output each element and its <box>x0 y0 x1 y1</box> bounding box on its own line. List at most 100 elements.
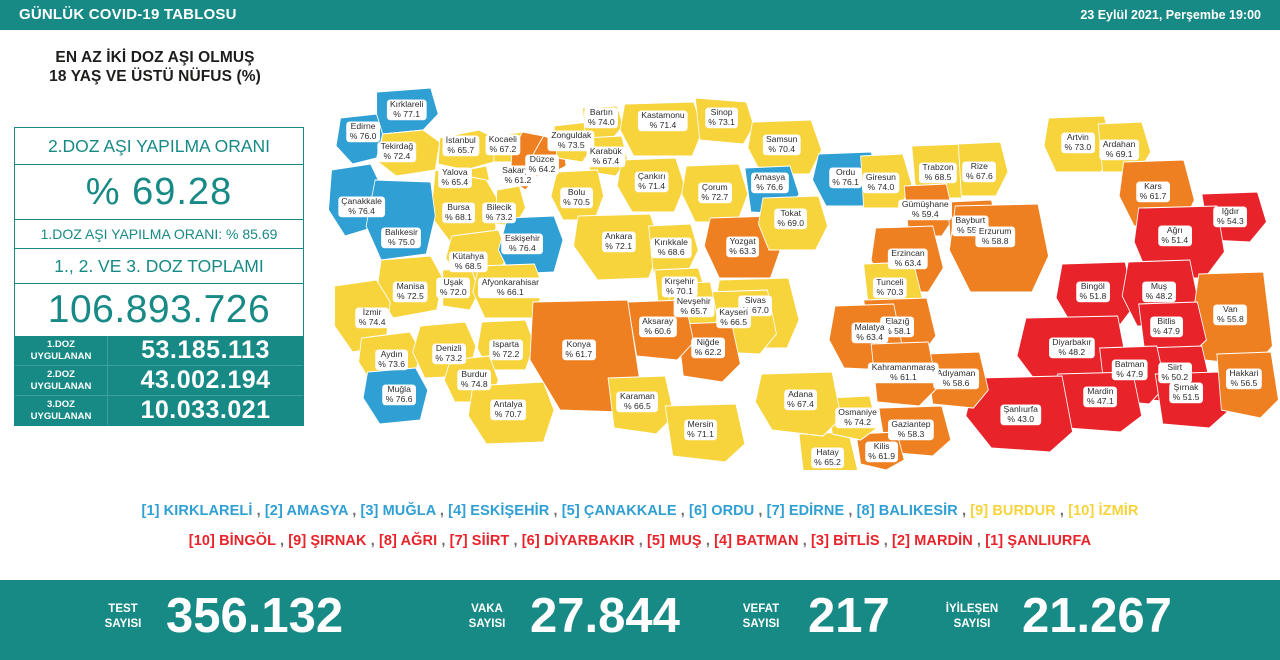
rank-province-bi̇tli̇s[interactable]: BİTLİS <box>833 533 880 549</box>
rank-province-i̇zmi̇r[interactable]: İZMİR <box>1098 503 1139 519</box>
province-label-bitlis: Bitlis% 47.9 <box>1150 315 1183 338</box>
province-value: % 70.3 <box>876 286 904 297</box>
rank-province-si̇i̇rt[interactable]: SİİRT <box>471 533 510 549</box>
province-value: % 72.7 <box>701 191 729 202</box>
province-label-konya: Konya% 61.7 <box>562 339 596 361</box>
province-name: Uşak <box>443 276 464 287</box>
rank-province-çanakkale[interactable]: ÇANAKKALE <box>583 503 677 519</box>
province-name: İzmir <box>362 306 382 317</box>
rank-number: [10] <box>1068 503 1099 519</box>
rank-province-bi̇ngöl[interactable]: BİNGÖL <box>219 533 276 549</box>
province-value: % 76.1 <box>832 176 859 187</box>
province-label-giresun: Giresun% 74.0 <box>862 172 899 194</box>
province-value: % 61.7 <box>565 348 593 359</box>
province-name: Sinop <box>710 106 733 117</box>
rank-province-şanliurfa[interactable]: ŞANLIURFA <box>1007 533 1092 549</box>
rank-province-muğla[interactable]: MUĞLA <box>382 503 436 519</box>
rank-province-eski̇şehi̇r[interactable]: ESKİŞEHİR <box>470 503 550 519</box>
province-value: % 74.8 <box>460 378 488 389</box>
province-name: Kilis <box>873 440 890 451</box>
province-name: Aksaray <box>642 315 674 326</box>
province-name: Karabük <box>589 145 622 156</box>
rank-province-kirklareli̇[interactable]: KIRKLARELİ <box>163 503 253 519</box>
rank-number: [5] <box>647 533 670 549</box>
province-name: Rize <box>970 160 988 171</box>
rank-province-amasya[interactable]: AMASYA <box>286 503 349 519</box>
province-label-muş: Muş% 48.2 <box>1142 281 1176 303</box>
panel-heading-line1: EN AZ İKİ DOZ AŞI OLMUŞ <box>55 49 255 66</box>
province-name: Bitlis <box>1157 315 1176 326</box>
province-label-uşak: Uşak% 72.0 <box>436 276 470 299</box>
rank-province-ağri[interactable]: AĞRI <box>400 533 438 549</box>
rank-province-di̇yarbakir[interactable]: DİYARBAKIR <box>543 533 635 549</box>
province-name: Denizli <box>435 342 462 353</box>
rank-province-şirnak[interactable]: ŞIRNAK <box>310 533 367 549</box>
province-label-niğde: Niğde% 62.2 <box>691 337 725 359</box>
dose-value-3: 10.033.021 <box>140 396 271 424</box>
province-label-nevşehir: Nevşehir% 65.7 <box>673 296 714 318</box>
rank-number: [6] <box>689 503 712 519</box>
province-name: Elazığ <box>885 315 910 326</box>
rank-separator: , <box>348 503 361 519</box>
province-value: % 61.7 <box>1139 190 1167 201</box>
stat-death-label: VEFAT SAYISI <box>726 602 796 632</box>
province-label-kastamonu: Kastamonu% 71.4 <box>638 110 688 132</box>
province-value: % 58.1 <box>884 325 911 336</box>
province-name: Mardin <box>1087 385 1114 396</box>
province-label-antalya: Antalya% 70.7 <box>490 399 526 421</box>
province-name: İstanbul <box>445 134 476 145</box>
province-label-malatya: Malatya% 63.4 <box>851 322 888 344</box>
province-label-isparta: Isparta% 72.2 <box>489 339 523 361</box>
province-value: % 64.2 <box>528 163 556 174</box>
province-label-bursa: Bursa% 68.1 <box>442 202 475 224</box>
province-label-erzurum: Erzurum% 58.8 <box>975 225 1015 248</box>
report-timestamp: 23 Eylül 2021, Perşembe 19:00 <box>1080 8 1261 22</box>
province-name: Mersin <box>687 418 714 429</box>
province-name: Erzurum <box>978 225 1012 236</box>
province-label-hatay: Hatay% 65.2 <box>811 447 844 469</box>
dose-label-3-line2: UYGULANAN <box>30 410 92 422</box>
province-label-balıkesir: Balıkesir% 75.0 <box>381 227 421 249</box>
province-value: % 67.4 <box>592 155 620 166</box>
province-value: % 68.5 <box>454 260 482 271</box>
rank-province-ordu[interactable]: ORDU <box>711 503 755 519</box>
rank-province-batman[interactable]: BATMAN <box>736 533 799 549</box>
province-value: % 51.5 <box>1172 391 1200 402</box>
province-value: % 65.7 <box>447 144 475 155</box>
stat-recovered-label-line2: SAYISI <box>953 618 991 630</box>
province-value: % 77.1 <box>393 108 421 119</box>
province-value: % 58.6 <box>942 377 970 388</box>
province-name: Çorum <box>701 181 728 192</box>
rank-separator: , <box>957 503 971 519</box>
rank-number: [1] <box>141 503 164 519</box>
province-label-şanlıurfa: Şanlıurfa% 43.0 <box>1000 404 1041 426</box>
province-label-erzincan: Erzincan% 63.4 <box>888 248 928 270</box>
province-label-ankara: Ankara% 72.1 <box>602 231 636 253</box>
rank-separator: , <box>437 533 450 549</box>
rank-number: [6] <box>521 533 544 549</box>
province-name: Afyonkarahisar <box>481 276 540 287</box>
province-label-kırşehir: Kırşehir% 70.1 <box>661 276 698 298</box>
province-balıkesir[interactable] <box>365 179 436 261</box>
rank-province-burdur[interactable]: BURDUR <box>992 503 1056 519</box>
province-label-ardahan: Ardahan% 69.1 <box>1099 139 1139 161</box>
rank-province-edi̇rne[interactable]: EDİRNE <box>788 503 845 519</box>
province-label-karaman: Karaman% 66.5 <box>616 391 658 413</box>
province-value: % 70.7 <box>494 408 522 419</box>
rank-separator: , <box>701 533 715 549</box>
province-label-karabük: Karabük% 67.4 <box>586 145 625 168</box>
province-name: Çankırı <box>637 170 666 181</box>
province-label-denizli: Denizli% 73.2 <box>432 342 466 365</box>
province-name: Edirne <box>350 120 376 131</box>
province-value: % 71.4 <box>649 119 677 130</box>
province-label-mardin: Mardin% 47.1 <box>1083 385 1117 408</box>
rank-province-mardi̇n[interactable]: MARDİN <box>914 533 973 549</box>
province-value: % 68.5 <box>924 171 952 182</box>
province-name: Van <box>1223 303 1238 314</box>
province-name: Gümüşhane <box>901 198 949 209</box>
rank-province-balikesi̇r[interactable]: BALIKESİR <box>878 503 958 519</box>
province-label-amasya: Amasya% 76.6 <box>751 172 789 194</box>
province-value: % 63.4 <box>894 257 922 268</box>
rank-province-muş[interactable]: MUŞ <box>669 533 702 549</box>
